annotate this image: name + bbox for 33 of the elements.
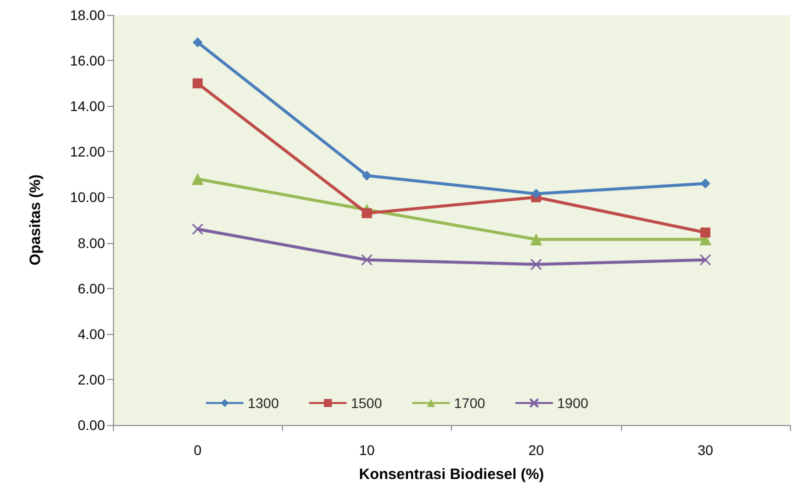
y-tick-label: 8.00: [78, 234, 106, 251]
y-tick-label: 4.00: [78, 326, 106, 342]
y-tick-label: 10.00: [70, 189, 106, 206]
point: [192, 37, 203, 48]
x-tick-label: 0: [194, 442, 202, 458]
point: [531, 188, 542, 199]
point: [530, 258, 542, 270]
point: [361, 254, 373, 266]
y-tick-label: 0.00: [78, 417, 106, 433]
y-tick-label: 12.00: [70, 144, 106, 160]
point: [700, 228, 710, 238]
point: [700, 254, 712, 266]
legend-label: 1300: [248, 395, 280, 411]
point: [362, 208, 372, 218]
point: [192, 78, 203, 88]
point: [700, 178, 710, 189]
legend-label: 1500: [350, 395, 382, 411]
y-axis-title: Opasitas (%): [27, 174, 44, 266]
point: [362, 170, 372, 181]
point: [192, 173, 204, 185]
x-axis-title: Konsentrasi Biodiesel (%): [358, 466, 544, 483]
x-tick-label: 20: [528, 442, 544, 458]
y-tick-label: 6.00: [78, 280, 106, 296]
legend-label: 1900: [557, 395, 589, 411]
y-tick-label: 14.00: [70, 98, 106, 114]
point: [530, 233, 542, 246]
y-tick-label: 16.00: [70, 52, 106, 69]
legend-label: 1700: [454, 395, 486, 411]
y-tick-label: 18.00: [70, 7, 106, 23]
x-tick-label: 10: [359, 442, 375, 458]
y-tick-label: 2.00: [78, 371, 106, 388]
point: [192, 223, 204, 235]
x-tick-label: 30: [698, 442, 714, 458]
